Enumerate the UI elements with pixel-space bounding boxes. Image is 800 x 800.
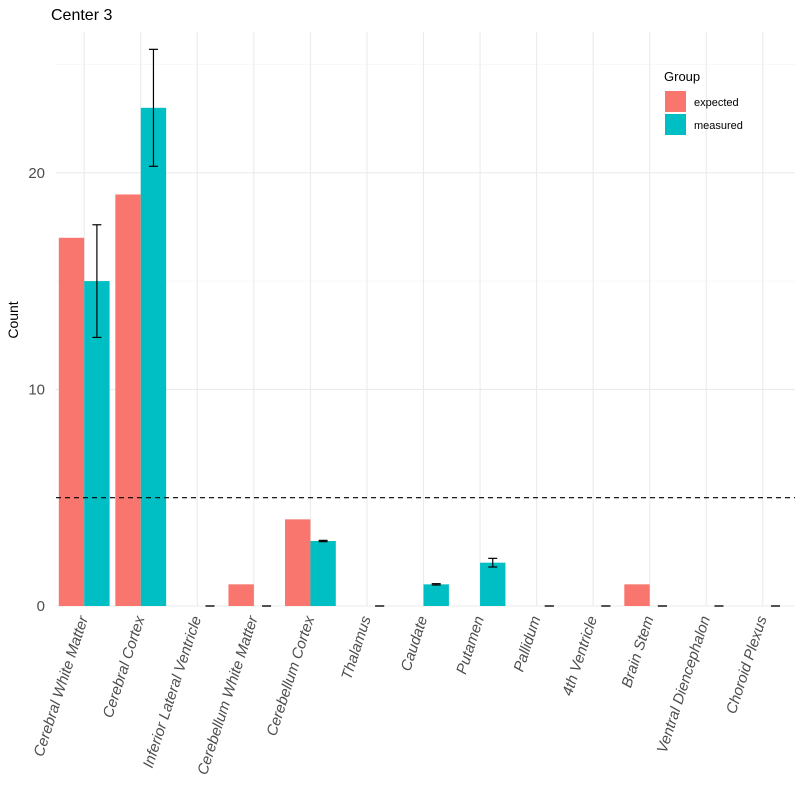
x-tick-label: Inferior Lateral Ventricle: [140, 614, 205, 770]
x-tick-label: Cerebellum White Matter: [194, 613, 262, 777]
bars: [58, 107, 650, 607]
legend-label-measured: measured: [694, 120, 743, 132]
x-tick-label: Thalamus: [338, 614, 375, 682]
bar-expected: [285, 519, 311, 606]
bar-expected: [115, 194, 141, 607]
legend-key-measured: [665, 114, 686, 135]
y-tick-label: 20: [28, 165, 45, 182]
legend: Group expected measured: [664, 69, 743, 135]
x-tick-label: Caudate: [398, 614, 432, 673]
y-tick-label: 0: [37, 598, 45, 615]
y-axis-title: Count: [5, 301, 21, 338]
bar-measured: [310, 541, 336, 606]
x-axis-ticks: Cerebral White Matter Cerebral CortexInfe…: [30, 613, 770, 777]
bar-measured: [423, 584, 449, 606]
x-tick-label: Choroid Plexus: [723, 614, 771, 716]
x-tick-label: Ventral Diencephalon: [654, 614, 714, 755]
bar-measured: [480, 562, 506, 606]
error-bar: [488, 557, 498, 568]
x-tick-label: Putamen: [453, 614, 488, 676]
error-bar: [318, 539, 328, 543]
x-tick-label: Cerebral White Matter: [30, 613, 92, 759]
error-bar: [148, 48, 158, 167]
x-tick-label: 4th Ventricle: [559, 614, 601, 698]
x-tick-label: Cerebral Cortex: [100, 614, 149, 720]
grid: [56, 32, 795, 607]
y-tick-label: 10: [28, 381, 45, 398]
x-tick-label: Pallidum: [510, 614, 544, 674]
y-axis-ticks: 0 10 20: [28, 165, 45, 615]
legend-key-expected: [665, 91, 686, 112]
bar-expected: [58, 237, 85, 606]
error-bar: [431, 583, 441, 586]
x-tick-label: Cerebellum Cortex: [263, 614, 318, 739]
legend-title: Group: [664, 69, 700, 84]
x-tick-label: Brain Stem: [618, 614, 657, 690]
error-bar: [92, 224, 102, 339]
bar-expected: [228, 584, 254, 606]
error-bars: [92, 48, 780, 607]
bar-expected: [624, 584, 650, 606]
chart-title: Center 3: [51, 7, 112, 24]
bar-measured: [140, 107, 167, 607]
legend-label-expected: expected: [694, 97, 739, 109]
